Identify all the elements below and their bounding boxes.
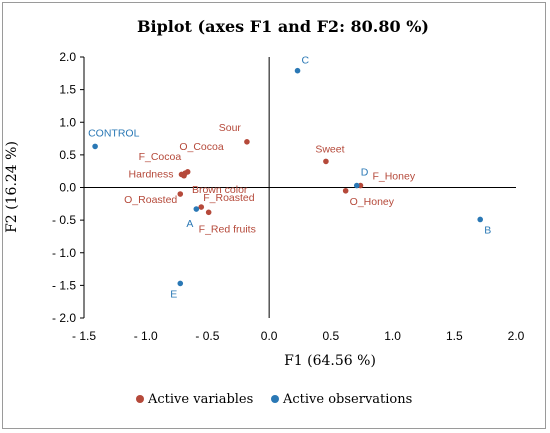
point-label: A — [186, 218, 193, 230]
point-label: B — [484, 224, 491, 236]
x-tick-label: 0.5 — [323, 329, 340, 343]
y-tick-label: - 2.0 — [52, 311, 76, 325]
chart-title: Biplot (axes F1 and F2: 80.80 %) — [137, 17, 429, 36]
point-label: O_Honey — [350, 196, 395, 208]
point-label: F_Red fruits — [199, 223, 256, 235]
variable-point-f-red-fruits — [205, 209, 212, 216]
y-tick-label: 0.5 — [59, 148, 76, 162]
variable-point-o-cocoa — [184, 169, 191, 175]
axes — [83, 57, 516, 318]
point-label: C — [302, 55, 310, 67]
point-label: E — [170, 288, 177, 300]
legend-label: Active observations — [282, 392, 412, 407]
variable-point-brown-color — [181, 172, 187, 179]
variable-point-o-roasted — [177, 191, 184, 197]
y-tick-label: 0.0 — [59, 181, 76, 195]
point-label: O_Cocoa — [179, 141, 224, 153]
observation-point-c — [294, 67, 301, 74]
x-tick-label: - 1.5 — [72, 329, 96, 343]
y-tick-label: - 0.5 — [52, 213, 76, 227]
chart-frame — [2, 2, 546, 429]
observation-point-e — [177, 280, 184, 287]
legend-marker — [136, 395, 144, 403]
x-tick-label: 2.0 — [508, 329, 525, 343]
point-label: F_Roasted — [203, 192, 255, 204]
point-label: Sweet — [315, 143, 344, 155]
point-label: F_Cocoa — [139, 151, 182, 163]
x-tick-label: 1.0 — [384, 329, 401, 343]
y-tick-label: 1.5 — [59, 83, 76, 97]
point-label: F_Honey — [372, 171, 415, 183]
point-label: Brown color — [192, 184, 248, 196]
variable-point-sour — [244, 139, 250, 145]
point-label: D — [361, 167, 369, 179]
legend: Active variables Active observations — [136, 392, 412, 407]
x-tick-label: 1.5 — [446, 329, 463, 343]
observation-point-b — [477, 216, 484, 223]
x-tick-label: - 0.5 — [195, 329, 219, 343]
point-label: Hardness — [129, 168, 174, 180]
x-tick-label: - 1.0 — [134, 329, 158, 343]
point-label: O_Roasted — [124, 194, 177, 206]
x-tick-label: 0.0 — [261, 329, 278, 343]
variable-point-o-honey — [342, 187, 349, 194]
point-label: Sour — [219, 122, 242, 134]
point-label: CONTROL — [88, 127, 139, 139]
observation-point-d — [353, 182, 360, 189]
legend-label: Active variables — [147, 392, 253, 407]
x-axis-label: F1 (64.56 %) — [284, 353, 376, 369]
observation-point-a — [193, 206, 200, 212]
y-axis-label: F2 (16.24 %) — [4, 141, 20, 233]
observation-point-control — [92, 143, 98, 150]
variable-point-f-roasted — [198, 204, 205, 210]
y-tick-label: - 1.0 — [52, 246, 76, 260]
y-tick-label: - 1.5 — [52, 278, 76, 292]
y-tick-label: 1.0 — [59, 115, 76, 129]
x-tick-labels: - 1.5 - 1.0 - 0.5 0.0 0.5 1.0 1.5 2.0 — [72, 329, 525, 343]
y-tick-label: 2.0 — [59, 50, 76, 64]
legend-marker — [271, 395, 279, 403]
variable-point-sweet — [323, 158, 329, 165]
y-tick-labels: 2.0 1.5 1.0 0.5 0.0 - 0.5 - 1.0 - 1.5 - 2.0 — [52, 50, 84, 325]
